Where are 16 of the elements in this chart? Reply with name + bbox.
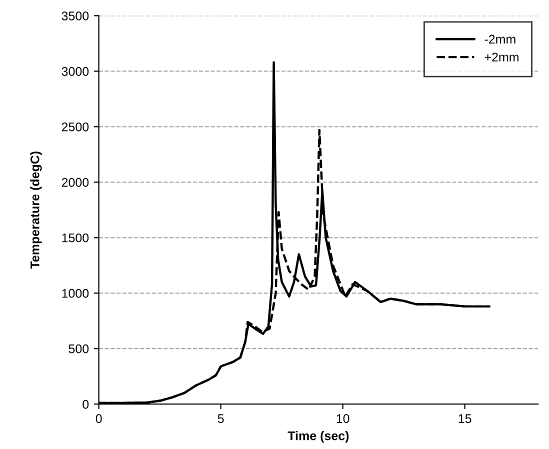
y-tick-label: 500: [68, 344, 89, 354]
x-axis-title: Time (sec): [288, 431, 349, 443]
x-tick-label: 10: [336, 414, 350, 424]
y-tick-label: 1500: [62, 233, 89, 242]
y-tick-label: 3500: [62, 12, 89, 20]
x-tick-label: 5: [218, 414, 224, 424]
y-tick-label: 1000: [62, 288, 89, 298]
y-tick-label: 2000: [62, 178, 89, 187]
y-tick-label: 2500: [62, 122, 89, 132]
y-tick-label: 3000: [62, 67, 89, 76]
legend-label: -2mm: [484, 34, 516, 44]
y-tick-label: 0: [82, 400, 89, 409]
x-tick-label: 15: [458, 414, 472, 424]
legend-label: +2mm: [484, 52, 518, 62]
y-axis-title: Temperature (degC): [30, 152, 42, 269]
x-tick-label: 0: [96, 414, 102, 424]
